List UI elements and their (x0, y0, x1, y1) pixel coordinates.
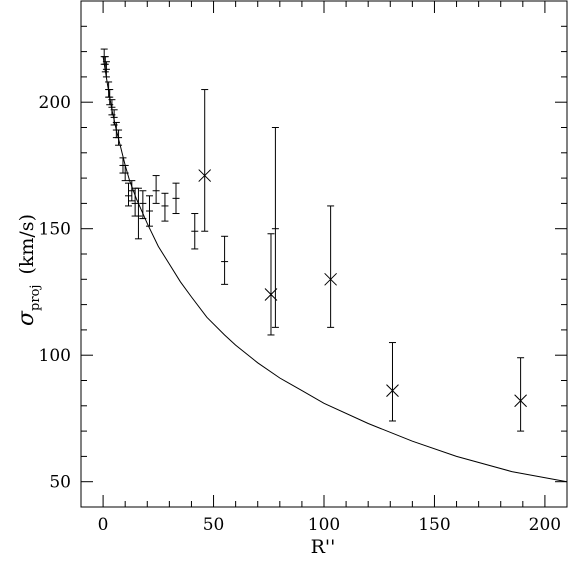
tick-labels: 0 50 100 150 200 50 100 150 200 (39, 93, 562, 535)
model-curve-layer (102, 56, 568, 483)
y-tick-label: 50 (49, 473, 71, 493)
errorbar-point (124, 182, 132, 207)
cross-points-layer (198, 89, 527, 432)
errorbar-point (152, 175, 160, 204)
errorbar-point (145, 195, 153, 227)
errorbar-point (128, 180, 136, 202)
y-axis-label-subscript: proj (28, 285, 43, 311)
y-axis-label-symbol: σ (14, 310, 39, 326)
cross-marker-stroke-b (386, 384, 399, 397)
x-tick-label: 200 (529, 515, 561, 535)
x-tick-label: 50 (203, 515, 225, 535)
errorbar-point (121, 164, 129, 182)
x-tick-label: 100 (308, 515, 340, 535)
x-tick-label: 0 (98, 515, 109, 535)
errorbar-point (102, 61, 110, 78)
errorbar-point (139, 190, 147, 220)
errorbar-point (221, 235, 229, 285)
errorbar-point (108, 99, 116, 116)
cross-point (324, 205, 337, 328)
model-curve (102, 56, 568, 483)
errorbar-point (161, 192, 169, 222)
cross-marker-stroke-b (264, 288, 278, 301)
plot-frame (80, 0, 568, 508)
errorbar-point (172, 182, 180, 215)
errorbar-point (134, 187, 142, 240)
y-tick-label: 200 (39, 93, 71, 113)
cross-marker-stroke-b (198, 169, 212, 182)
cross-point (514, 357, 527, 432)
errorbar-point (271, 127, 279, 328)
cross-point (386, 342, 399, 422)
y-axis-label-units: (km/s) (16, 214, 38, 275)
cross-marker-stroke-b (514, 394, 527, 408)
svg-text:σproj(km/s): σproj (km/s) (14, 214, 43, 326)
y-tick-label: 100 (39, 346, 71, 366)
errorbar-point (191, 213, 199, 250)
x-tick-label: 150 (418, 515, 450, 535)
x-axis-label: R'' (311, 536, 336, 558)
cross-marker-stroke-b (324, 272, 337, 286)
errorbar-point (115, 129, 123, 146)
y-tick-label: 150 (39, 220, 71, 240)
y-axis-label: σproj (km/s) (14, 214, 43, 326)
cross-point (264, 233, 278, 336)
cross-point (198, 89, 212, 232)
errorbar-points-layer (100, 48, 279, 328)
axis-ticks (81, 0, 568, 508)
